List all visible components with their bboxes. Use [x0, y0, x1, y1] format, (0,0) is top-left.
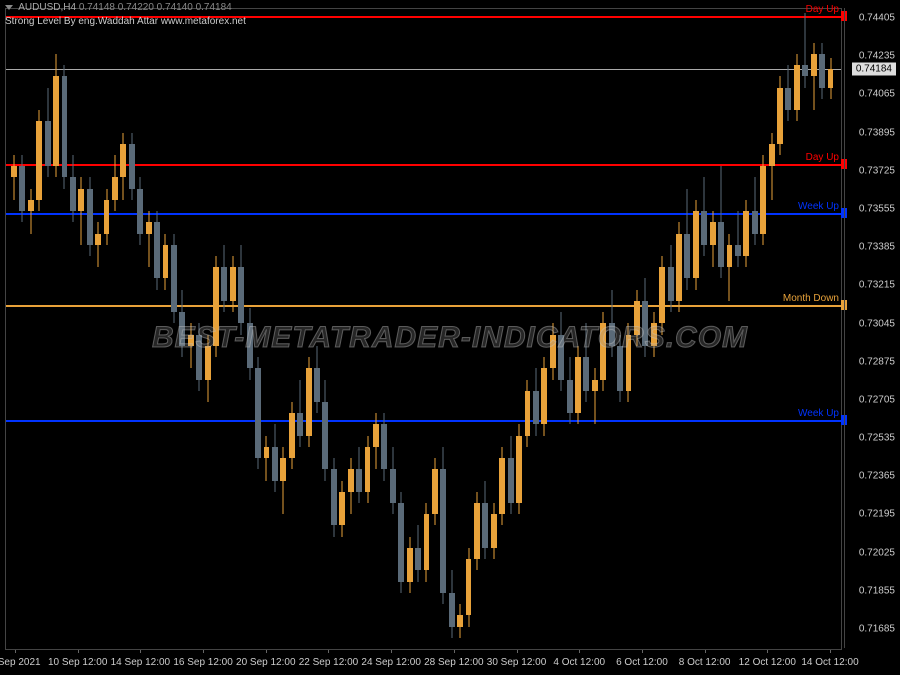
x-axis-label: 20 Sep 12:00: [236, 657, 296, 668]
symbol-label: AUDUSD,H4: [18, 2, 76, 13]
price-line: [6, 69, 841, 70]
y-axis-label: 0.74235: [859, 51, 895, 62]
x-axis: 8 Sep 202110 Sep 12:0014 Sep 12:0016 Sep…: [5, 650, 840, 675]
x-axis-label: 14 Sep 12:00: [111, 657, 171, 668]
x-axis-label: 12 Oct 12:00: [739, 657, 796, 668]
chart-container: AUDUSD,H4 0.74148 0.74220 0.74140 0.7418…: [0, 0, 900, 675]
x-axis-label: 22 Sep 12:00: [299, 657, 359, 668]
y-axis-label: 0.74405: [859, 13, 895, 24]
y-axis-label: 0.72025: [859, 547, 895, 558]
ohlc-label: 0.74148 0.74220 0.74140 0.74184: [79, 2, 232, 13]
dropdown-icon[interactable]: [5, 5, 13, 10]
x-axis-label: 16 Sep 12:00: [173, 657, 233, 668]
y-axis-label: 0.74065: [859, 89, 895, 100]
y-axis-label: 0.73045: [859, 318, 895, 329]
y-axis-label: 0.71855: [859, 585, 895, 596]
x-axis-label: 8 Oct 12:00: [679, 657, 731, 668]
y-axis: 0.74405 0.74235 0.74065 0.73895 0.73725 0.735…: [844, 8, 900, 648]
level-label: Day Up: [806, 152, 839, 163]
level-label: Month Down: [783, 293, 839, 304]
level-line: [6, 213, 841, 215]
y-axis-label: 0.73725: [859, 165, 895, 176]
indicator-label: Strong Level By eng.Waddah Attar www.met…: [5, 16, 246, 27]
y-axis-label: 0.72365: [859, 471, 895, 482]
x-axis-label: 14 Oct 12:00: [801, 657, 858, 668]
y-axis-label: 0.72705: [859, 394, 895, 405]
y-axis-label: 0.73385: [859, 242, 895, 253]
x-axis-label: 10 Sep 12:00: [48, 657, 108, 668]
level-label: Day Up: [806, 4, 839, 15]
y-axis-label: 0.73895: [859, 127, 895, 138]
level-label: Week Up: [798, 408, 839, 419]
x-axis-label: 8 Sep 2021: [0, 657, 41, 668]
y-axis-label: 0.72875: [859, 356, 895, 367]
level-line: [6, 420, 841, 422]
y-axis-label: 0.73555: [859, 203, 895, 214]
y-axis-label: 0.71685: [859, 623, 895, 634]
level-line: [6, 305, 841, 307]
x-axis-label: 6 Oct 12:00: [616, 657, 668, 668]
x-axis-label: 24 Sep 12:00: [361, 657, 421, 668]
x-axis-label: 4 Oct 12:00: [553, 657, 605, 668]
x-axis-label: 30 Sep 12:00: [487, 657, 547, 668]
y-axis-label: 0.72535: [859, 433, 895, 444]
level-label: Week Up: [798, 201, 839, 212]
y-axis-label: 0.73215: [859, 280, 895, 291]
x-axis-label: 28 Sep 12:00: [424, 657, 484, 668]
chart-header: AUDUSD,H4 0.74148 0.74220 0.74140 0.7418…: [5, 2, 232, 13]
y-axis-label: 0.72195: [859, 509, 895, 520]
plot-area[interactable]: Day UpDay UpWeek UpMonth DownWeek Up0.74…: [5, 8, 842, 650]
